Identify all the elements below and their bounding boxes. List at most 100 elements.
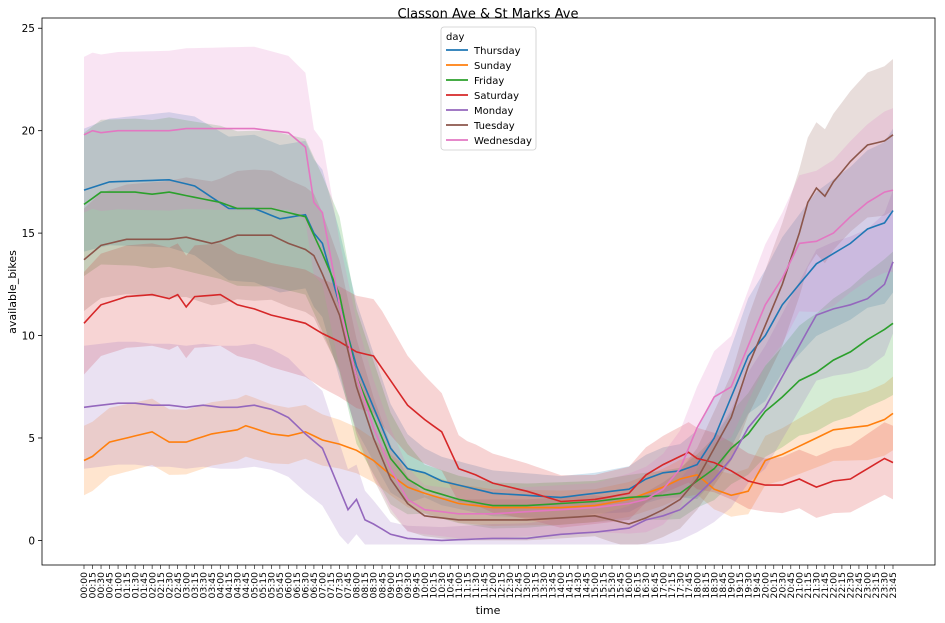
series-line-monday xyxy=(83,261,894,542)
x-tick-label: 09:15 xyxy=(394,572,405,599)
x-tick-label: 17:30 xyxy=(675,572,686,599)
ci-band-thursday xyxy=(84,112,893,519)
x-tick-label: 18:15 xyxy=(701,572,712,599)
x-tick-label: 06:00 xyxy=(284,572,295,599)
ci-band-wednesday xyxy=(84,46,893,539)
x-tick-label: 06:45 xyxy=(309,572,320,599)
x-tick-label: 23:30 xyxy=(880,572,891,599)
x-tick-label: 16:45 xyxy=(650,572,661,599)
x-tick-label: 17:00 xyxy=(658,572,669,599)
x-tick-label: 12:30 xyxy=(505,572,516,599)
ci-band-monday xyxy=(84,190,893,545)
series-line-sunday xyxy=(83,412,894,509)
x-tick-label: 17:45 xyxy=(684,572,695,599)
legend-label-sunday: Sunday xyxy=(474,61,511,72)
ci-band-saturday xyxy=(84,243,893,528)
x-tick-label: 03:30 xyxy=(198,572,209,599)
y-tick-label: 25 xyxy=(22,23,35,35)
x-tick-label: 13:45 xyxy=(548,572,559,599)
x-tick-label: 06:30 xyxy=(301,572,312,599)
x-tick-label: 01:30 xyxy=(130,572,141,599)
series-line-tuesday xyxy=(83,134,894,525)
x-tick-label: 19:00 xyxy=(726,572,737,599)
x-tick-label: 15:30 xyxy=(607,572,618,599)
x-tick-label: 21:15 xyxy=(803,572,814,599)
x-tick-label: 20:30 xyxy=(778,572,789,599)
legend-label-monday: Monday xyxy=(474,106,514,117)
y-axis-label: available_bikes xyxy=(6,250,19,334)
x-tick-label: 23:45 xyxy=(888,572,899,599)
ci-band-sunday xyxy=(84,376,893,527)
x-tick-label: 10:00 xyxy=(420,572,431,599)
x-tick-label: 16:30 xyxy=(641,572,652,599)
series-lines xyxy=(83,127,894,542)
x-tick-label: 04:45 xyxy=(241,572,252,599)
x-tick-label: 15:15 xyxy=(599,572,610,599)
x-tick-label: 18:30 xyxy=(709,572,720,599)
x-tick-label: 22:15 xyxy=(837,572,848,599)
x-tick-label: 21:00 xyxy=(795,572,806,599)
x-tick-label: 10:45 xyxy=(445,572,456,599)
x-tick-label: 22:30 xyxy=(846,572,857,599)
y-tick-label: 10 xyxy=(22,331,35,343)
legend-label-tuesday: Tuesday xyxy=(473,121,515,132)
x-tick-label: 19:45 xyxy=(752,572,763,599)
x-tick-label: 11:45 xyxy=(479,572,490,599)
legend-box xyxy=(440,26,537,151)
series-line-saturday xyxy=(83,293,894,503)
x-tick-label: 05:30 xyxy=(267,572,278,599)
x-tick-label: 20:15 xyxy=(769,572,780,599)
legend-label-wednesday: Wednesday xyxy=(474,136,532,147)
x-tick-label: 08:30 xyxy=(369,572,380,599)
x-tick-label: 15:00 xyxy=(590,572,601,599)
x-tick-label: 02:15 xyxy=(156,572,167,599)
x-tick-label: 23:00 xyxy=(863,572,874,599)
y-tick-label: 0 xyxy=(28,535,35,547)
x-tick-label: 18:45 xyxy=(718,572,729,599)
x-tick-label: 23:15 xyxy=(871,572,882,599)
x-tick-label: 19:30 xyxy=(743,572,754,599)
x-tick-label: 02:00 xyxy=(147,572,158,599)
x-tick-label: 12:15 xyxy=(497,572,508,599)
x-axis-label: time xyxy=(476,604,501,617)
series-line-friday xyxy=(83,191,894,507)
x-tick-label: 16:00 xyxy=(624,572,635,599)
y-axis: 0 5 10 15 20 25 xyxy=(22,23,42,547)
x-tick-label: 13:00 xyxy=(522,572,533,599)
x-tick-label: 11:30 xyxy=(471,572,482,599)
ci-band-friday xyxy=(84,117,893,529)
x-tick-label: 14:00 xyxy=(556,572,567,599)
x-tick-label: 01:15 xyxy=(122,572,133,599)
x-tick-label: 08:45 xyxy=(377,572,388,599)
x-axis: 00:0000:1500:3000:4501:0001:1501:3001:45… xyxy=(79,565,899,598)
x-tick-label: 04:15 xyxy=(224,572,235,599)
chart-title: Classon Ave & St Marks Ave xyxy=(397,7,578,22)
x-tick-label: 22:00 xyxy=(829,572,840,599)
y-tick-label: 20 xyxy=(22,126,35,138)
x-tick-label: 14:15 xyxy=(565,572,576,599)
plot-frame xyxy=(41,17,936,566)
x-tick-label: 13:30 xyxy=(539,572,550,599)
x-tick-label: 01:00 xyxy=(113,572,124,599)
x-tick-label: 11:15 xyxy=(462,572,473,599)
x-tick-label: 17:15 xyxy=(667,572,678,599)
x-tick-label: 09:30 xyxy=(403,572,414,599)
x-tick-label: 02:30 xyxy=(164,572,175,599)
legend-label-thursday: Thursday xyxy=(473,46,521,57)
x-tick-label: 11:00 xyxy=(454,572,465,599)
x-tick-label: 22:45 xyxy=(854,572,865,599)
x-tick-label: 21:30 xyxy=(812,572,823,599)
x-tick-label: 00:30 xyxy=(96,572,107,599)
x-tick-label: 03:15 xyxy=(190,572,201,599)
x-tick-label: 16:15 xyxy=(633,572,644,599)
x-tick-label: 07:45 xyxy=(343,572,354,599)
x-tick-label: 14:30 xyxy=(573,572,584,599)
x-tick-label: 08:15 xyxy=(360,572,371,599)
x-tick-label: 02:45 xyxy=(173,572,184,599)
legend-title: day xyxy=(446,32,464,43)
x-tick-label: 04:00 xyxy=(216,572,227,599)
x-tick-label: 07:30 xyxy=(335,572,346,599)
x-tick-label: 21:45 xyxy=(820,572,831,599)
x-tick-label: 03:00 xyxy=(181,572,192,599)
